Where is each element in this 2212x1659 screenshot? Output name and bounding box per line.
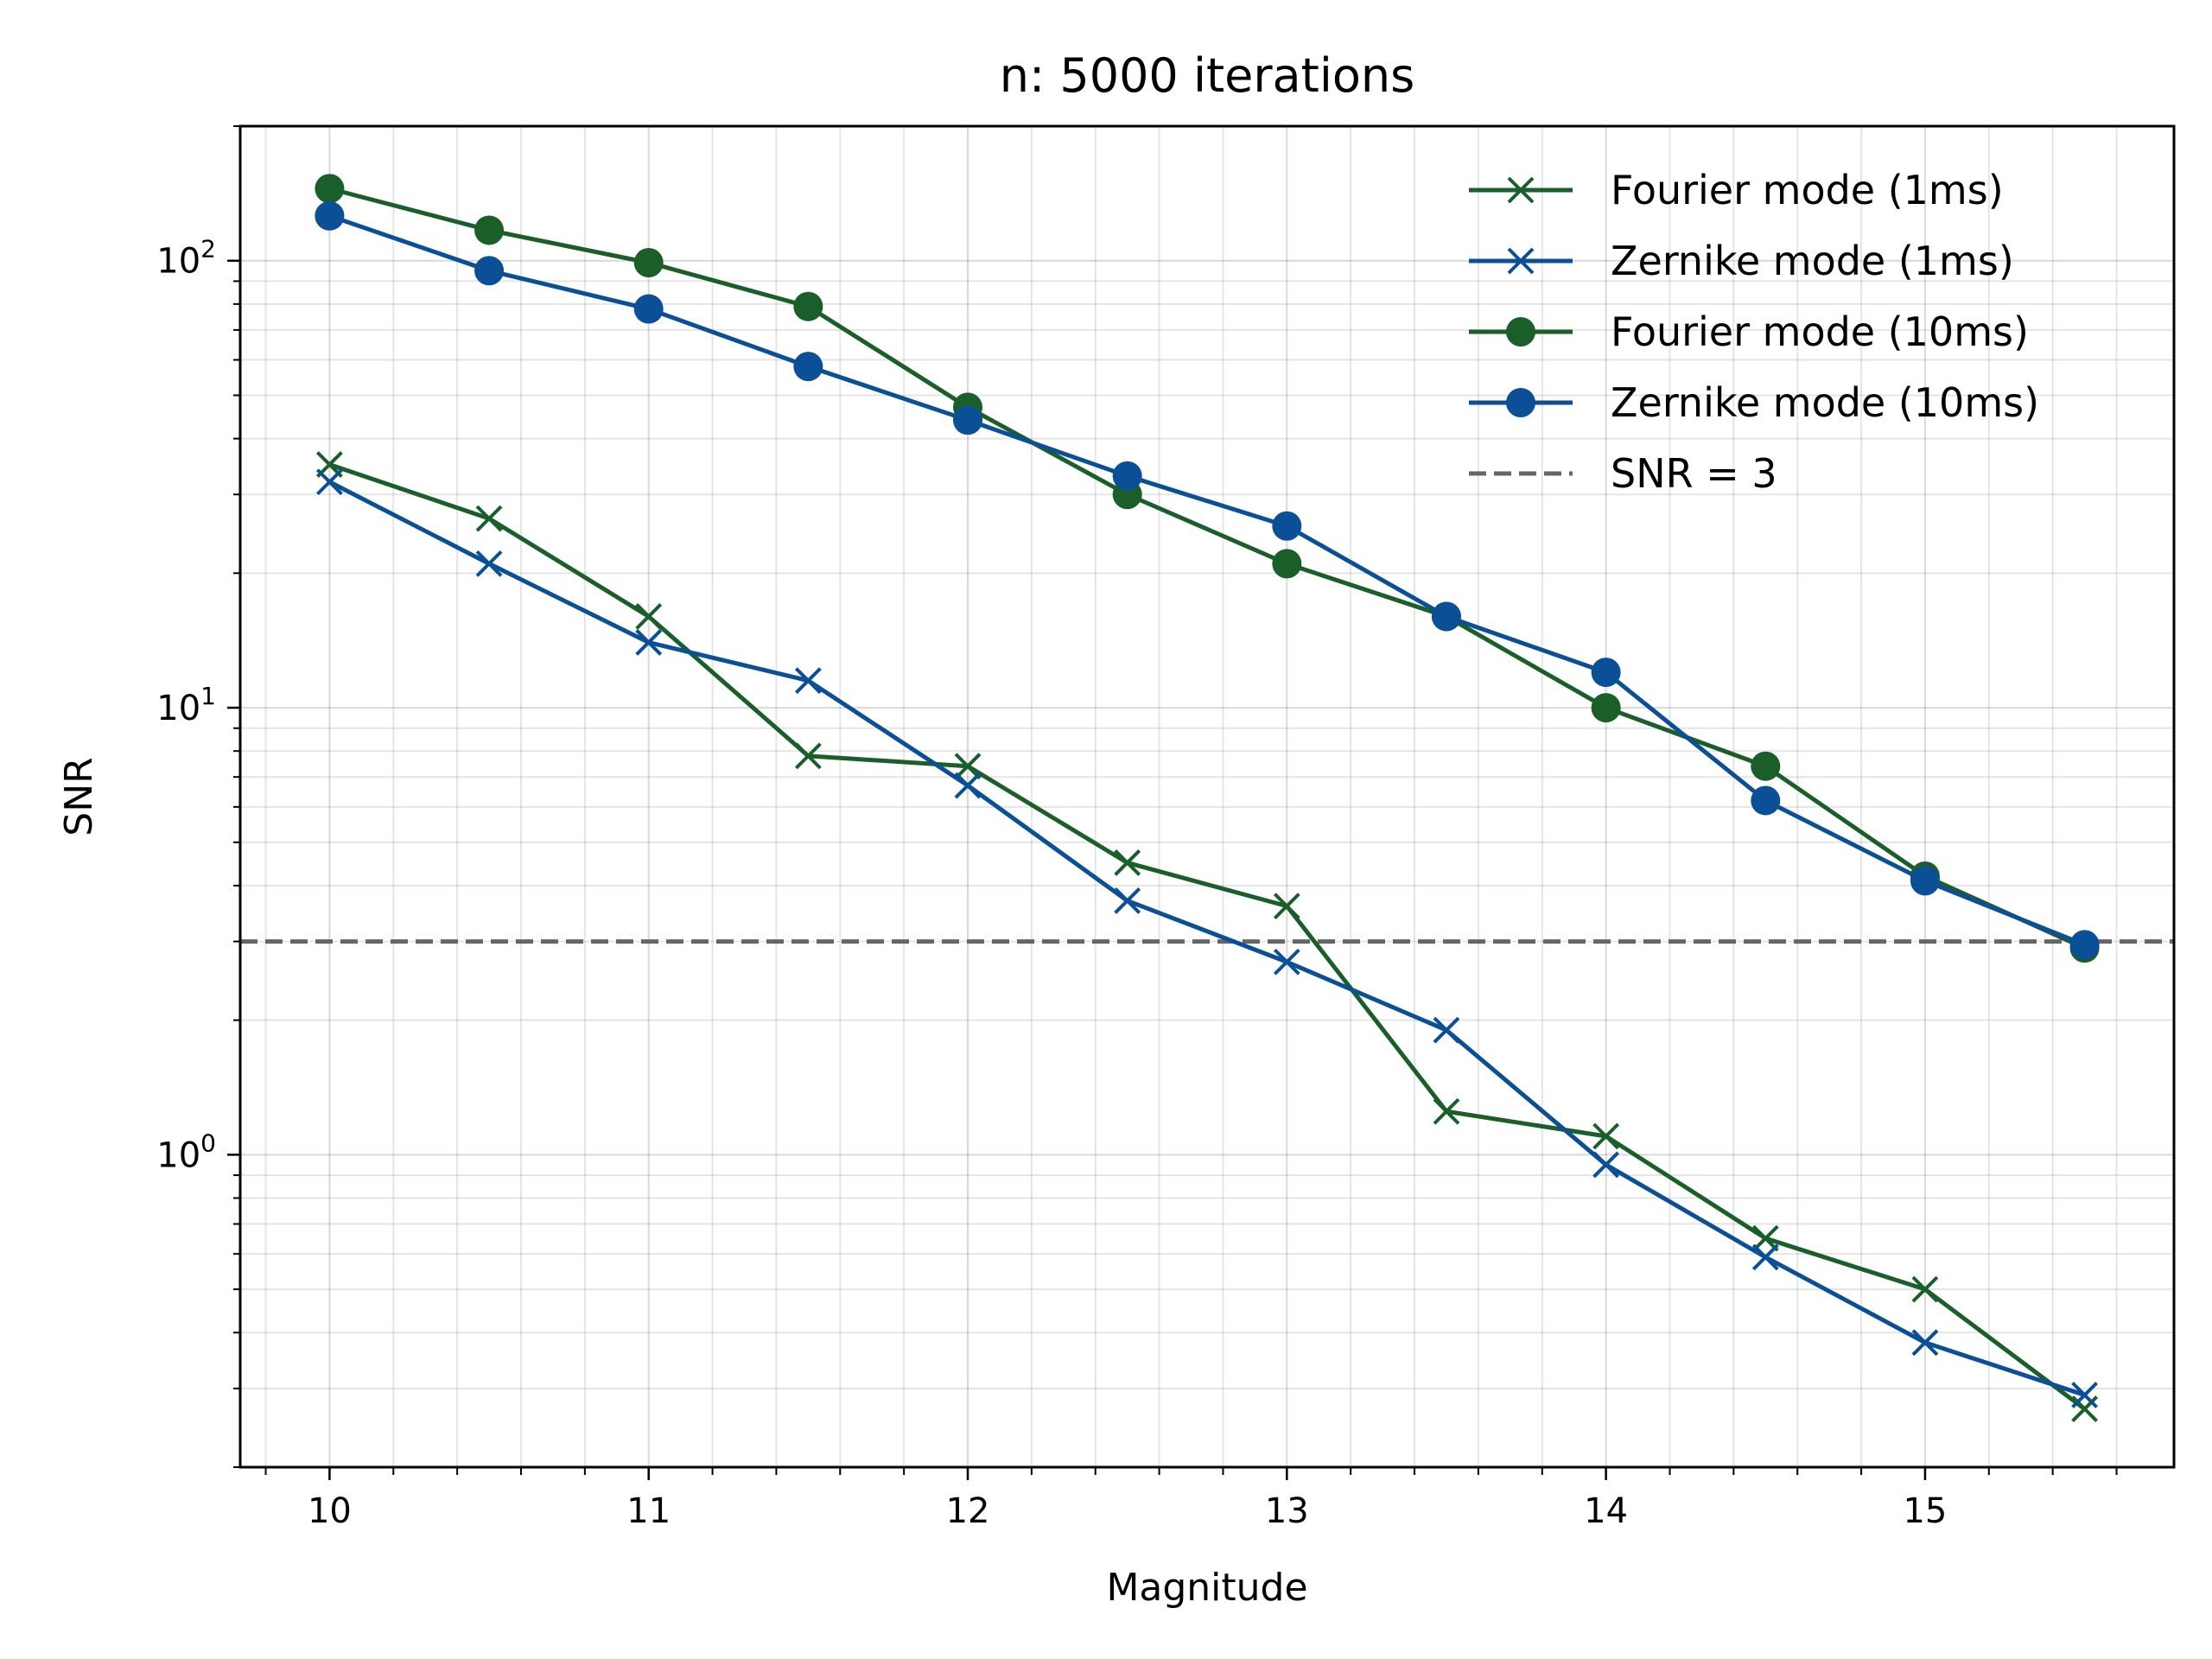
data-point bbox=[474, 215, 505, 245]
plot-frame bbox=[238, 124, 2176, 1469]
chart-title: n: 5000 iterations bbox=[1000, 48, 1414, 103]
data-point bbox=[2071, 1382, 2099, 1408]
data-point bbox=[1911, 1275, 1939, 1303]
data-point bbox=[1592, 1122, 1620, 1150]
series-line bbox=[328, 186, 2086, 950]
legend-marker bbox=[1506, 388, 1535, 417]
data-point bbox=[635, 629, 663, 656]
legend-item: Zernike mode (10ms) bbox=[1469, 379, 2039, 426]
legend-label: Zernike mode (10ms) bbox=[1611, 379, 2039, 426]
legend-label: Zernike mode (1ms) bbox=[1611, 238, 2014, 284]
legend-label: SNR = 3 bbox=[1611, 450, 1777, 497]
data-point bbox=[793, 352, 823, 382]
series-zernike-mode-10ms bbox=[315, 200, 2100, 960]
data-point bbox=[1433, 1097, 1460, 1125]
data-point bbox=[475, 505, 503, 532]
data-point bbox=[315, 468, 343, 496]
data-point bbox=[1272, 549, 1302, 579]
data-point bbox=[953, 405, 983, 435]
data-point bbox=[1751, 751, 1781, 781]
data-point bbox=[635, 603, 663, 630]
data-point bbox=[633, 247, 664, 277]
data-point bbox=[1272, 511, 1302, 541]
data-point bbox=[2069, 930, 2100, 960]
series-line bbox=[328, 480, 2086, 1397]
data-point bbox=[1751, 785, 1781, 816]
data-point bbox=[1751, 1243, 1779, 1271]
y-tick-label: 101 bbox=[156, 682, 216, 728]
x-tick-label: 10 bbox=[308, 1491, 352, 1531]
data-point bbox=[1114, 849, 1141, 876]
data-point bbox=[794, 667, 822, 695]
data-point bbox=[1433, 1016, 1460, 1044]
series-line bbox=[328, 462, 2087, 1411]
legend-marker bbox=[1506, 317, 1535, 346]
data-point bbox=[794, 742, 822, 770]
x-tick-label: 14 bbox=[1584, 1491, 1628, 1531]
series-group bbox=[315, 174, 2100, 1422]
data-point bbox=[315, 174, 345, 204]
y-axis-label: SNR bbox=[57, 757, 101, 836]
y-tick-label: 102 bbox=[156, 235, 216, 282]
y-tick-label: 100 bbox=[156, 1128, 216, 1175]
x-tick-label: 15 bbox=[1903, 1491, 1947, 1531]
x-tick-label: 13 bbox=[1265, 1491, 1309, 1531]
data-point bbox=[954, 753, 982, 780]
legend-item: Fourier mode (1ms) bbox=[1469, 167, 2004, 213]
data-point bbox=[1112, 461, 1142, 491]
grid bbox=[240, 125, 2174, 1468]
data-point bbox=[1431, 601, 1461, 632]
data-point bbox=[1273, 948, 1300, 976]
data-point bbox=[475, 550, 503, 577]
legend-marker bbox=[1507, 247, 1535, 275]
series-line bbox=[328, 213, 2086, 947]
data-point bbox=[1911, 1329, 1939, 1357]
x-tick-label: 12 bbox=[946, 1491, 990, 1531]
data-point bbox=[793, 291, 823, 321]
data-point bbox=[1273, 893, 1300, 920]
data-point bbox=[633, 294, 664, 324]
legend-label: Fourier mode (10ms) bbox=[1611, 308, 2029, 355]
data-point bbox=[474, 256, 505, 286]
legend-item: SNR = 3 bbox=[1469, 450, 1777, 497]
series-fourier-mode-1ms bbox=[315, 451, 2099, 1422]
series-zernike-mode-1ms bbox=[315, 468, 2099, 1408]
x-tick-label: 11 bbox=[626, 1491, 671, 1531]
legend-item: Zernike mode (1ms) bbox=[1469, 238, 2014, 284]
data-point bbox=[1114, 887, 1141, 914]
legend-marker bbox=[1507, 176, 1535, 204]
data-point bbox=[1592, 1151, 1620, 1179]
legend-item: Fourier mode (10ms) bbox=[1469, 308, 2029, 355]
data-point bbox=[954, 772, 982, 799]
data-point bbox=[1591, 693, 1621, 723]
data-point bbox=[1910, 866, 1940, 896]
data-point bbox=[315, 200, 345, 231]
x-axis-label: Magnitude bbox=[1106, 1566, 1307, 1610]
data-point bbox=[1751, 1224, 1779, 1252]
legend-label: Fourier mode (1ms) bbox=[1611, 167, 2004, 213]
legend: Fourier mode (1ms) Zernike mode (1ms) Four… bbox=[1469, 167, 2039, 497]
axis-ticks: 10 11 12 13 14 15 100 101 102 bbox=[156, 125, 2118, 1531]
data-point bbox=[1591, 658, 1621, 688]
